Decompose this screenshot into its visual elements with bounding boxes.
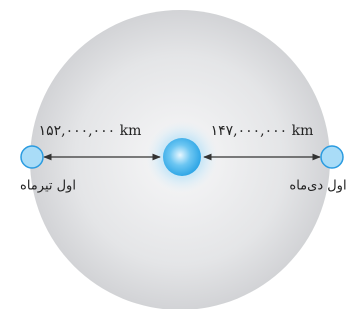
point-label: اول دی‌ماه [289, 179, 346, 194]
distance-label: ۱۵۲,۰۰۰,۰۰۰ km [39, 123, 142, 139]
earth-perihelion [321, 146, 343, 168]
diagram: ۱۵۲,۰۰۰,۰۰۰ km ۱۴۷,۰۰۰,۰۰۰ km اول تیرماه… [0, 0, 356, 309]
earth-aphelion [21, 146, 43, 168]
sun [163, 138, 201, 176]
point-label: اول تیرماه [20, 179, 76, 194]
distance-label: ۱۴۷,۰۰۰,۰۰۰ km [211, 123, 314, 139]
